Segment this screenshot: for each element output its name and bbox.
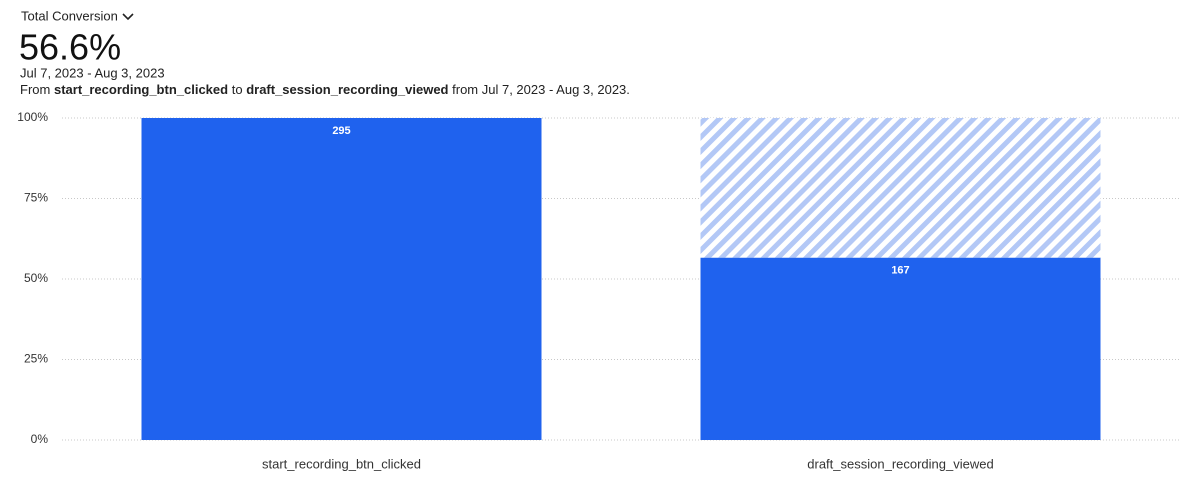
x-tick-label: start_recording_btn_clicked <box>262 456 421 471</box>
y-tick-label: 25% <box>24 352 48 366</box>
y-tick-label: 75% <box>24 191 48 205</box>
from-event: start_recording_btn_clicked <box>54 82 228 97</box>
chevron-icon[interactable] <box>122 13 134 21</box>
bar <box>700 257 1101 440</box>
y-tick-label: 100% <box>17 110 48 124</box>
y-tick-label: 0% <box>31 432 49 446</box>
description-joiner: to <box>232 82 243 97</box>
y-tick-label: 50% <box>24 271 48 285</box>
date-range: Jul 7, 2023 - Aug 3, 2023 <box>20 65 165 80</box>
description-suffix: from Jul 7, 2023 - Aug 3, 2023. <box>452 82 630 97</box>
headline-value: 56.6% <box>19 27 121 68</box>
bar-count-label: 167 <box>891 265 909 277</box>
bar-count-label: 295 <box>332 125 350 137</box>
to-event: draft_session_recording_viewed <box>246 82 448 97</box>
conversion-selector[interactable]: Total Conversion <box>21 8 134 23</box>
bar <box>141 118 542 440</box>
dropoff-area <box>700 118 1101 258</box>
description-prefix: From <box>20 82 50 97</box>
selector-label[interactable]: Total Conversion <box>21 8 118 23</box>
description: From start_recording_btn_clicked to draf… <box>20 82 630 97</box>
x-tick-label: draft_session_recording_viewed <box>807 456 993 471</box>
